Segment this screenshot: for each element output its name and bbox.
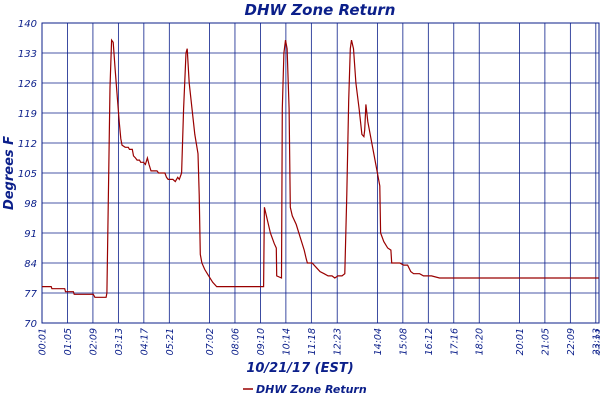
x-tick-label: 14:04 [373, 328, 384, 355]
x-tick-label: 01:05 [63, 328, 74, 355]
chart-title: DHW Zone Return [245, 1, 396, 19]
legend-label: DHW Zone Return [256, 383, 367, 396]
x-tick-label: 11:18 [307, 328, 318, 355]
y-tick-label: 70 [24, 319, 37, 330]
x-tick-label: 20:01 [515, 328, 526, 355]
y-tick-label: 119 [18, 109, 37, 120]
x-tick-label: 02:09 [88, 328, 99, 355]
y-tick-label: 91 [24, 229, 37, 240]
y-tick-label: 126 [18, 79, 37, 90]
y-axis-ticks: 140 133 126 119 112 105 98 91 84 77 70 [18, 19, 38, 330]
x-tick-label: 16:12 [424, 328, 435, 355]
x-axis-ticks: 00:01 01:05 02:09 03:13 04:17 05:21 07:02 08:06… [38, 328, 600, 355]
y-tick-label: 112 [18, 139, 37, 150]
x-tick-label: 04:17 [139, 328, 150, 355]
plot-area [41, 22, 600, 324]
x-tick-label: 09:10 [256, 328, 267, 355]
x-tick-label: 21:05 [540, 328, 551, 355]
y-tick-label: 84 [24, 259, 37, 270]
x-tick-label: 17:16 [449, 328, 460, 355]
x-tick-label: 07:02 [205, 328, 216, 355]
legend: DHW Zone Return [243, 383, 367, 396]
x-tick-label: 12:23 [333, 328, 344, 355]
x-tick-label: 18:20 [475, 328, 486, 355]
y-axis-label: Degrees F [2, 136, 17, 210]
y-tick-label: 140 [18, 19, 37, 30]
y-tick-label: 133 [18, 49, 37, 60]
x-tick-label: 15:08 [398, 328, 409, 355]
x-tick-label: 05:21 [165, 328, 176, 355]
y-tick-label: 105 [18, 169, 37, 180]
x-tick-label: 08:06 [230, 328, 241, 355]
y-tick-label: 77 [24, 289, 37, 300]
x-tick-label: 03:13 [114, 328, 125, 355]
series-line-dhw-zone-return [42, 38, 599, 298]
x-tick-label: 00:01 [38, 328, 49, 355]
y-tick-label: 98 [24, 199, 37, 210]
x-tick-label: 10:14 [281, 328, 292, 355]
x-tick-label: 23:21 [595, 328, 600, 355]
x-axis-label: 10/21/17 (EST) [246, 361, 353, 376]
x-tick-label: 23:13 [591, 328, 600, 355]
x-tick-label: 22:09 [566, 328, 577, 355]
